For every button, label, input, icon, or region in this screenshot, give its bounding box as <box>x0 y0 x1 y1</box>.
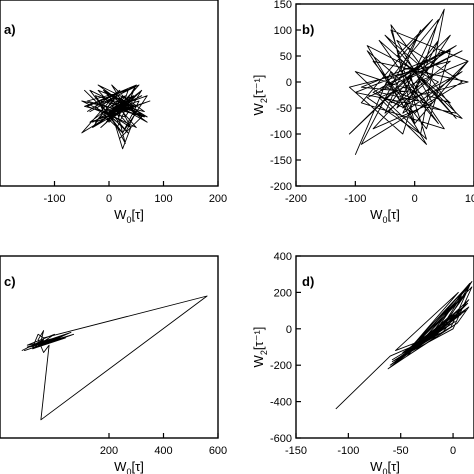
y-axis-label-2: W2[τ⁻¹] <box>251 75 269 116</box>
x-tick-label: 100 <box>465 193 474 205</box>
y-tick-label: 100 <box>274 25 292 37</box>
y-tick-label: -150 <box>270 155 292 167</box>
y-tick-label: 400 <box>274 251 292 263</box>
panel-label-2: b) <box>302 22 314 37</box>
x-axis-label-3: W0[τ] <box>114 459 144 474</box>
y-tick-label: 150 <box>274 0 292 11</box>
panel-label-4: d) <box>302 274 314 289</box>
y-tick-label: -100 <box>270 129 292 141</box>
panel-label-1: a) <box>4 22 16 37</box>
y-tick-label: 0 <box>286 77 292 89</box>
y-tick-label: 50 <box>280 51 292 63</box>
x-tick-label: -200 <box>285 193 307 205</box>
x-axis-label-1: W0[τ] <box>114 207 144 225</box>
plot-frame-4 <box>295 255 474 439</box>
x-tick-label: 0 <box>106 193 112 205</box>
x-tick-label: -100 <box>344 193 366 205</box>
y-tick-label: -200 <box>270 181 292 193</box>
y-tick-label: 200 <box>274 287 292 299</box>
y-tick-label: -400 <box>270 397 292 409</box>
x-tick-label: 0 <box>412 193 418 205</box>
x-tick-label: -50 <box>393 445 409 457</box>
x-tick-label: 200 <box>100 445 118 457</box>
x-tick-label: 0 <box>450 445 456 457</box>
trajectory-line-2 <box>348 8 469 155</box>
y-tick-label: 0 <box>286 324 292 336</box>
x-tick-label: -150 <box>285 445 307 457</box>
x-tick-label: -100 <box>337 445 359 457</box>
x-tick-label: -100 <box>43 193 65 205</box>
y-tick-label: -600 <box>270 433 292 445</box>
trajectory-line-4 <box>335 281 473 410</box>
y-tick-label: -50 <box>276 103 292 115</box>
x-tick-label: 600 <box>209 445 227 457</box>
x-tick-label: 100 <box>154 193 172 205</box>
y-tick-label: -200 <box>270 360 292 372</box>
plot-frame-2 <box>295 3 474 187</box>
trajectory-line-1 <box>81 84 151 150</box>
panel-label-3: c) <box>4 274 16 289</box>
trajectory-line-3 <box>21 295 208 421</box>
x-axis-label-4: W0[τ] <box>370 459 400 474</box>
x-axis-label-2: W0[τ] <box>370 207 400 225</box>
x-tick-label: 400 <box>154 445 172 457</box>
x-tick-label: 200 <box>209 193 227 205</box>
y-axis-label-4: W2[τ⁻¹] <box>251 327 269 368</box>
